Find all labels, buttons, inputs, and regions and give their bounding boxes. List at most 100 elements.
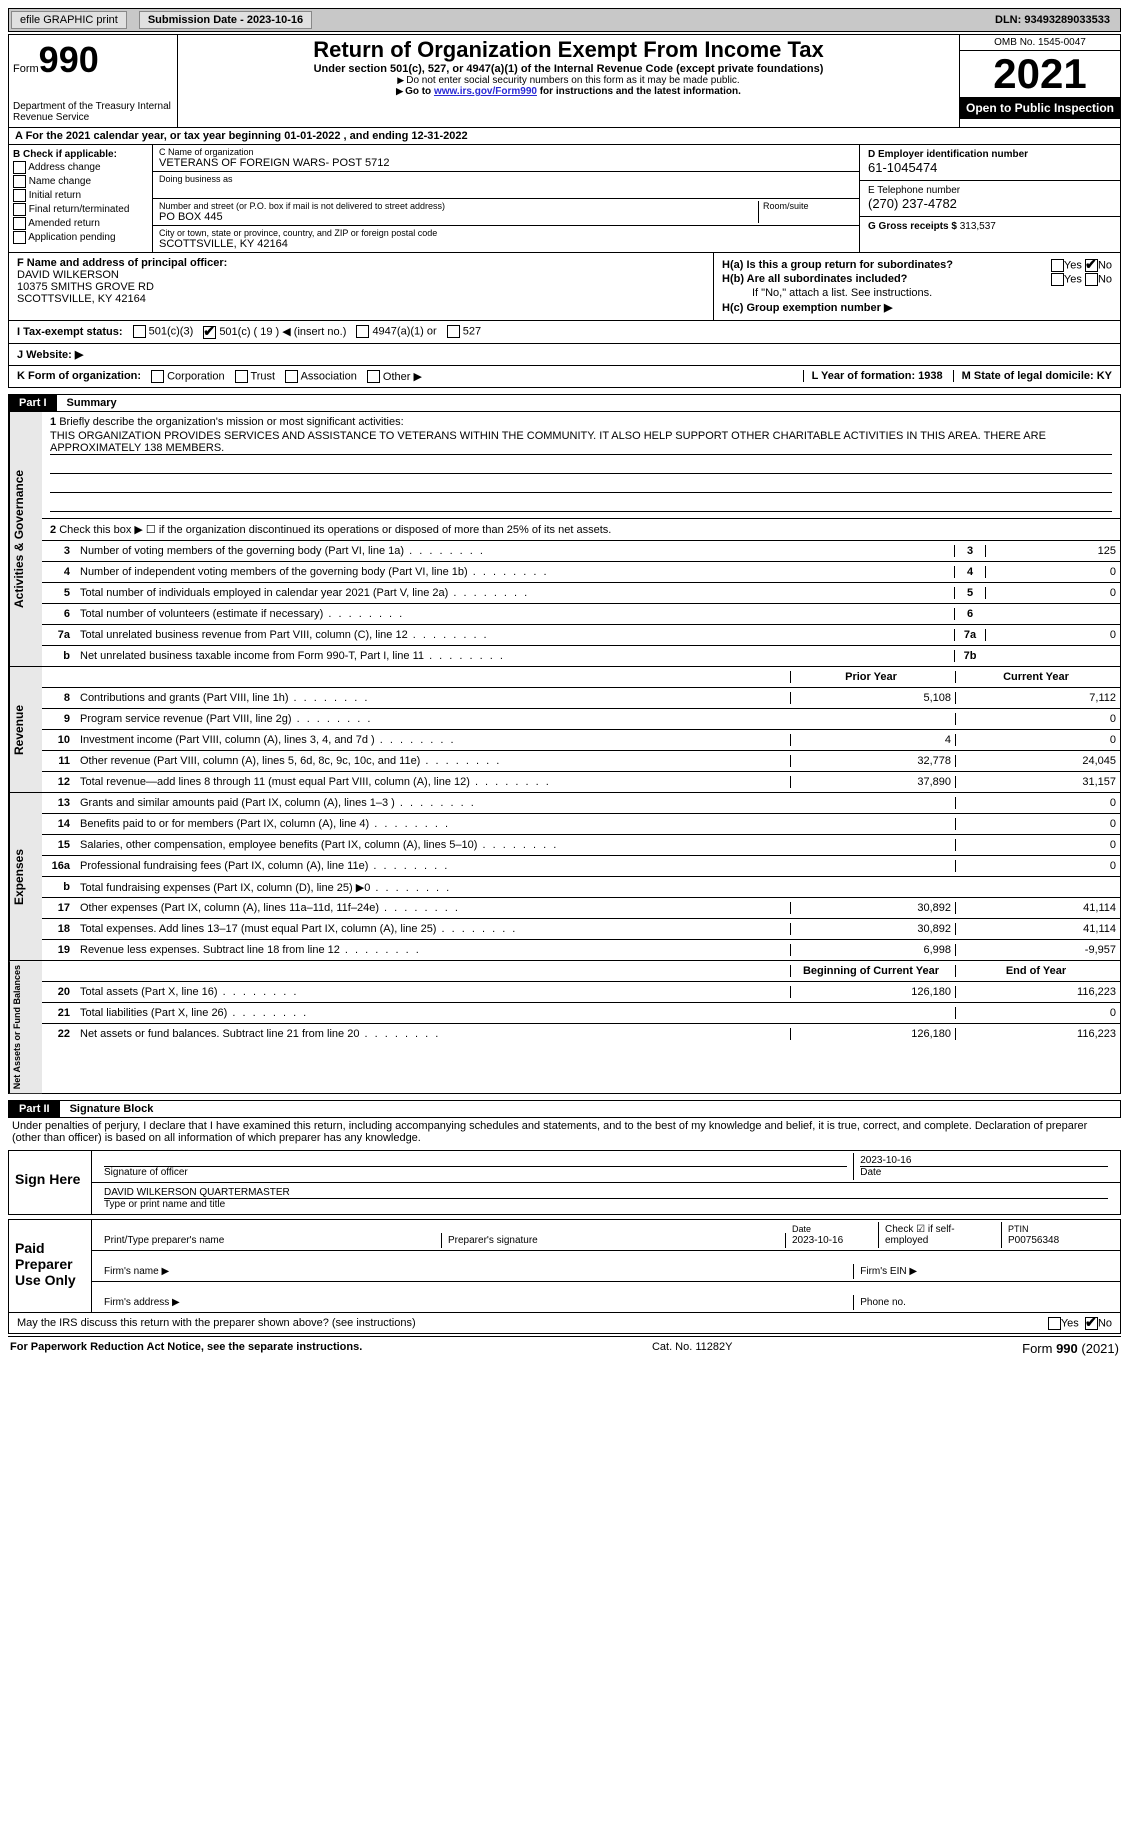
sig-name-lbl: Type or print name and title <box>104 1199 225 1210</box>
tel-lbl: E Telephone number <box>868 185 1112 196</box>
status-501c3[interactable]: 501(c)(3) <box>149 326 194 338</box>
firm-name: Firm's name ▶ <box>98 1264 854 1279</box>
subtitle-2: Do not enter social security numbers on … <box>184 75 953 86</box>
telephone: (270) 237-4782 <box>868 196 1112 211</box>
l2-text: Check this box ▶ ☐ if the organization d… <box>59 524 611 536</box>
sig-officer-lbl: Signature of officer <box>104 1167 188 1178</box>
section-bcd: B Check if applicable: Address change Na… <box>8 145 1121 253</box>
status-4947[interactable]: 4947(a)(1) or <box>372 326 436 338</box>
b-title: B Check if applicable: <box>13 149 148 160</box>
city-lbl: City or town, state or province, country… <box>159 228 853 238</box>
gov-line: 7aTotal unrelated business revenue from … <box>42 625 1120 646</box>
phone-no: Phone no. <box>854 1295 1114 1310</box>
omb-number: OMB No. 1545-0047 <box>960 35 1120 51</box>
k-lbl: K Form of organization: <box>17 370 141 382</box>
cb-pending[interactable]: Application pending <box>13 231 148 244</box>
room-lbl: Room/suite <box>763 201 853 211</box>
org-name: VETERANS OF FOREIGN WARS- POST 5712 <box>159 157 853 169</box>
ein-lbl: D Employer identification number <box>868 149 1112 160</box>
city-state-zip: SCOTTSVILLE, KY 42164 <box>159 238 853 250</box>
part1-hdr: Part I <box>9 395 57 411</box>
cb-final[interactable]: Final return/terminated <box>13 203 148 216</box>
cb-address[interactable]: Address change <box>13 161 148 174</box>
officer-name-title: DAVID WILKERSON QUARTERMASTER <box>104 1187 1108 1199</box>
data-line: 20Total assets (Part X, line 16)126,1801… <box>42 982 1120 1003</box>
cat-no: Cat. No. 11282Y <box>652 1341 733 1356</box>
part1: Part I Summary Activities & Governance 1… <box>8 394 1121 1094</box>
gov-line: 4Number of independent voting members of… <box>42 562 1120 583</box>
cb-amended[interactable]: Amended return <box>13 217 148 230</box>
data-line: 16aProfessional fundraising fees (Part I… <box>42 856 1120 877</box>
ptin-lbl: PTIN <box>1008 1224 1029 1234</box>
hc-lbl: H(c) Group exemption number ▶ <box>722 301 1112 314</box>
ein: 61-1045474 <box>868 160 1112 175</box>
gov-line: 6Total number of volunteers (estimate if… <box>42 604 1120 625</box>
dept: Department of the Treasury Internal Reve… <box>13 101 173 123</box>
discuss-no[interactable]: No <box>1098 1318 1112 1330</box>
data-line: 19Revenue less expenses. Subtract line 1… <box>42 940 1120 960</box>
data-line: 11Other revenue (Part VIII, column (A), … <box>42 751 1120 772</box>
sub3-post: for instructions and the latest informat… <box>537 86 741 97</box>
status-527[interactable]: 527 <box>463 326 481 338</box>
may-discuss-row: May the IRS discuss this return with the… <box>8 1313 1121 1334</box>
tax-status-row: I Tax-exempt status: 501(c)(3) 501(c) ( … <box>8 321 1121 344</box>
hb-note: If "No," attach a list. See instructions… <box>722 287 1112 299</box>
p-sig-lbl: Preparer's signature <box>448 1235 538 1246</box>
officer-name: DAVID WILKERSON <box>17 269 705 281</box>
officer-addr1: 10375 SMITHS GROVE RD <box>17 281 705 293</box>
submission-date: Submission Date - 2023-10-16 <box>139 11 312 29</box>
data-line: 15Salaries, other compensation, employee… <box>42 835 1120 856</box>
ptin: P00756348 <box>1008 1235 1059 1246</box>
pra-notice: For Paperwork Reduction Act Notice, see … <box>10 1341 362 1356</box>
p-check[interactable]: Check ☑ if self-employed <box>879 1222 1002 1248</box>
prior-year-hdr: Prior Year <box>790 671 955 683</box>
data-line: 13Grants and similar amounts paid (Part … <box>42 793 1120 814</box>
form-footer: Form 990 (2021) <box>1022 1341 1119 1356</box>
side-expenses: Expenses <box>9 793 42 960</box>
cb-name[interactable]: Name change <box>13 175 148 188</box>
data-line: 10Investment income (Part VIII, column (… <box>42 730 1120 751</box>
firm-ein: Firm's EIN ▶ <box>854 1264 1114 1279</box>
data-line: 18Total expenses. Add lines 13–17 (must … <box>42 919 1120 940</box>
form990-link[interactable]: www.irs.gov/Form990 <box>434 86 537 97</box>
efile-btn[interactable]: efile GRAPHIC print <box>11 11 127 29</box>
hb-no[interactable]: No <box>1098 273 1112 285</box>
gov-line: 3Number of voting members of the governi… <box>42 541 1120 562</box>
k-assoc[interactable]: Association <box>301 370 357 382</box>
ha-no[interactable]: No <box>1098 259 1112 271</box>
m-state: M State of legal domicile: KY <box>953 370 1112 382</box>
ha-yes[interactable]: Yes <box>1064 259 1082 271</box>
open-inspection: Open to Public Inspection <box>960 97 1120 119</box>
data-line: 17Other expenses (Part IX, column (A), l… <box>42 898 1120 919</box>
sign-here-lbl: Sign Here <box>9 1151 92 1214</box>
cb-initial[interactable]: Initial return <box>13 189 148 202</box>
hb-yes[interactable]: Yes <box>1064 273 1082 285</box>
hb-lbl: H(b) Are all subordinates included? <box>722 273 907 285</box>
footer: For Paperwork Reduction Act Notice, see … <box>8 1336 1121 1360</box>
k-trust[interactable]: Trust <box>250 370 275 382</box>
dln: DLN: 93493289033533 <box>995 14 1118 26</box>
gov-line: 5Total number of individuals employed in… <box>42 583 1120 604</box>
sig-date: 2023-10-16 <box>860 1155 1108 1167</box>
status-501c[interactable]: 501(c) ( 19 ) ◀ (insert no.) <box>219 326 346 338</box>
data-line: 9Program service revenue (Part VIII, lin… <box>42 709 1120 730</box>
k-corp[interactable]: Corporation <box>167 370 224 382</box>
form-title: Return of Organization Exempt From Incom… <box>184 37 953 63</box>
form-number: 990 <box>39 39 99 80</box>
sign-here-section: Sign Here Signature of officer 2023-10-1… <box>8 1150 1121 1215</box>
status-lbl: I Tax-exempt status: <box>17 326 123 338</box>
paid-preparer-section: Paid Preparer Use Only Print/Type prepar… <box>8 1219 1121 1313</box>
calendar-year-row: A For the 2021 calendar year, or tax yea… <box>8 128 1121 145</box>
data-line: 14Benefits paid to or for members (Part … <box>42 814 1120 835</box>
form-label: Form <box>13 63 39 75</box>
discuss-yes[interactable]: Yes <box>1061 1318 1079 1330</box>
gov-line: bNet unrelated business taxable income f… <box>42 646 1120 666</box>
street-address: PO BOX 445 <box>159 211 758 223</box>
gross-lbl: G Gross receipts $ <box>868 221 957 232</box>
firm-addr: Firm's address ▶ <box>98 1295 854 1310</box>
k-other[interactable]: Other ▶ <box>383 371 422 383</box>
data-line: 22Net assets or fund balances. Subtract … <box>42 1024 1120 1044</box>
side-netassets: Net Assets or Fund Balances <box>9 961 42 1093</box>
part2-hdr: Part II <box>9 1101 60 1117</box>
declaration: Under penalties of perjury, I declare th… <box>8 1118 1121 1146</box>
